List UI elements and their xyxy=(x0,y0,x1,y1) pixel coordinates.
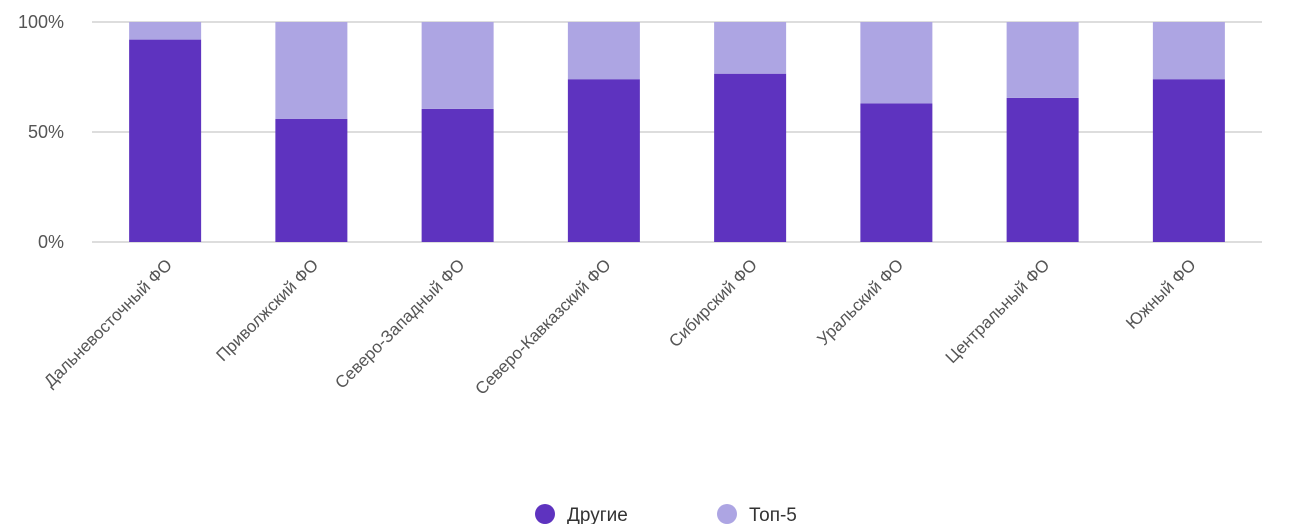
bar-segment-drugie[interactable] xyxy=(714,73,787,242)
x-category-label: Сибирский ФО xyxy=(665,255,761,351)
bar-segment-drugie[interactable] xyxy=(567,79,640,242)
bar-segment-drugie[interactable] xyxy=(129,39,202,242)
bar-segment-top5[interactable] xyxy=(275,22,348,119)
bar-segment-drugie[interactable] xyxy=(860,103,933,243)
x-category-label: Южный ФО xyxy=(1122,255,1199,332)
y-tick-label: 100% xyxy=(18,12,64,32)
bar-segment-top5[interactable] xyxy=(860,22,933,104)
y-tick-label: 0% xyxy=(38,232,64,252)
bar-segment-top5[interactable] xyxy=(421,22,494,109)
bar-segment-top5[interactable] xyxy=(1152,22,1225,80)
legend-swatch xyxy=(717,504,737,524)
bar-segment-drugie[interactable] xyxy=(1152,79,1225,242)
bar-segment-drugie[interactable] xyxy=(275,118,348,242)
bar-segment-drugie[interactable] xyxy=(1006,97,1079,243)
bar-segment-top5[interactable] xyxy=(1006,22,1079,98)
bar-segment-top5[interactable] xyxy=(567,22,640,80)
y-axis: 0% 50% 100% xyxy=(18,12,64,252)
x-axis: Дальневосточный ФО Приволжский ФО Северо-З… xyxy=(40,255,1199,398)
bar-segment-top5[interactable] xyxy=(714,22,787,74)
legend-label[interactable]: Другие xyxy=(567,505,628,526)
x-category-label: Дальневосточный ФО xyxy=(40,255,176,391)
x-category-label: Северо-Кавказский ФО xyxy=(472,255,615,398)
x-category-label: Северо-Западный ФО xyxy=(331,255,468,392)
x-category-label: Уральский ФО xyxy=(813,255,907,349)
x-category-label: Центральный ФО xyxy=(942,255,1054,367)
y-tick-label: 50% xyxy=(28,122,64,142)
bar-segment-drugie[interactable] xyxy=(421,108,494,243)
bars-layer xyxy=(129,22,1225,243)
legend-label[interactable]: Топ-5 xyxy=(749,505,797,526)
grid-layer xyxy=(92,21,1262,243)
legend: Другие Топ-5 xyxy=(535,504,797,526)
x-category-label: Приволжский ФО xyxy=(212,255,322,365)
legend-swatch xyxy=(535,504,555,524)
bar-segment-top5[interactable] xyxy=(129,22,202,40)
